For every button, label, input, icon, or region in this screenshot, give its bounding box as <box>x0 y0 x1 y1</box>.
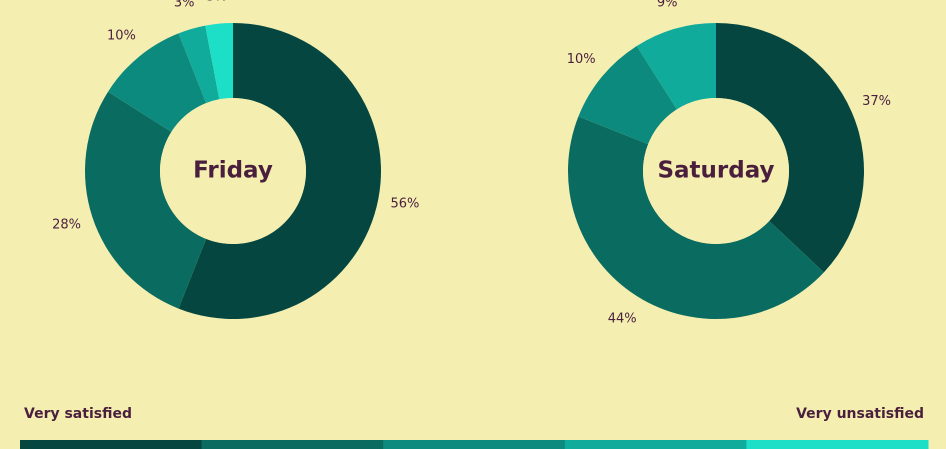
donut-segment <box>636 23 716 110</box>
legend-swatch <box>201 440 384 449</box>
legend-swatch <box>746 440 929 449</box>
donut-segment <box>578 46 677 145</box>
donut-segment <box>205 23 233 100</box>
donut-segment <box>108 33 207 132</box>
value-label: 37% <box>862 94 891 109</box>
donut-hole <box>160 98 306 244</box>
legend-end-label: Very unsatisfied <box>796 406 924 422</box>
legend-swatch <box>20 440 203 449</box>
legend-start-label: Very satisfied <box>24 406 132 422</box>
chart-title: Saturday <box>657 158 774 184</box>
value-label: 10% <box>567 52 596 67</box>
legend-swatch <box>383 440 566 449</box>
donut-segment <box>568 116 824 319</box>
chart-title: Friday <box>193 158 273 184</box>
value-label: 44% <box>608 311 637 326</box>
value-label: 10% <box>107 29 136 44</box>
donut-hole <box>643 98 789 244</box>
value-label: 56% <box>390 196 419 211</box>
value-label: 28% <box>52 218 81 233</box>
legend-swatch <box>564 440 747 449</box>
donut-segment <box>716 23 864 273</box>
value-label: 3% <box>174 0 195 10</box>
donut-segment <box>85 91 207 309</box>
donut-segment <box>178 23 382 319</box>
donut-segment <box>178 25 220 104</box>
value-label: 3% <box>206 0 227 4</box>
value-label: 9% <box>657 0 678 10</box>
